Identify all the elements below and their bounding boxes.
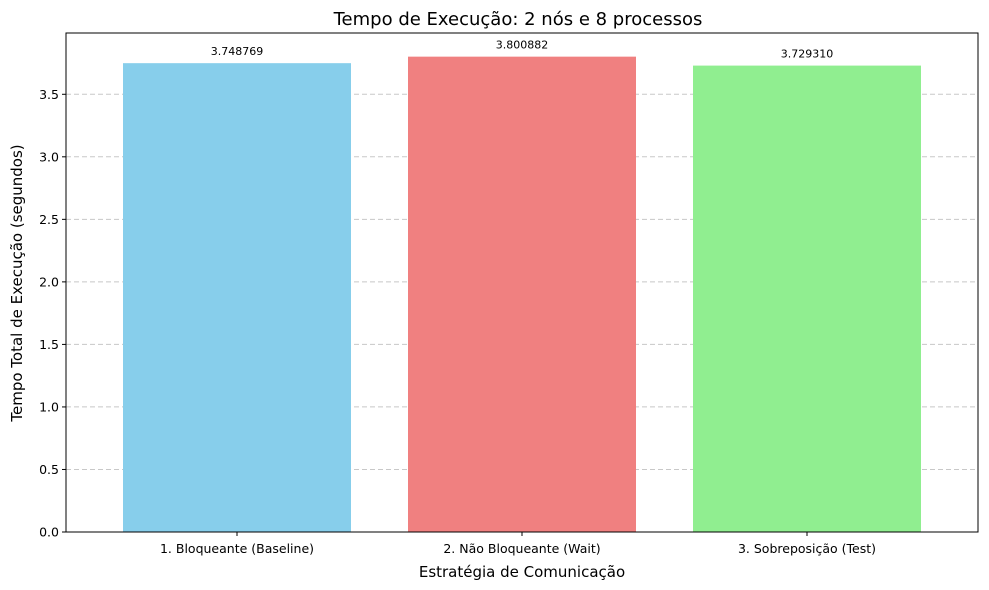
x-tick-label: 1. Bloqueante (Baseline): [160, 541, 314, 556]
bar: [123, 63, 351, 532]
x-axis-ticks: 1. Bloqueante (Baseline) 2. Não Bloqueant…: [160, 532, 876, 556]
x-axis-label: Estratégia de Comunicação: [419, 563, 625, 581]
y-tick-label: 3.5: [39, 87, 59, 102]
y-tick-label: 1.5: [39, 337, 59, 352]
y-tick-label: 0.0: [39, 525, 59, 540]
y-tick-label: 2.5: [39, 212, 59, 227]
bars: [123, 56, 921, 532]
y-axis-label: Tempo Total de Execução (segundos): [8, 144, 26, 422]
bar: [693, 65, 921, 532]
bar: [408, 56, 636, 532]
y-tick-label: 3.0: [39, 149, 59, 164]
y-axis-ticks: 0.0 0.5 1.0 1.5 2.0 2.5 3.0 3.5: [39, 87, 66, 540]
data-labels: 3.748769 3.800882 3.729310: [211, 39, 834, 61]
x-tick-label: 3. Sobreposição (Test): [738, 541, 876, 556]
bar-value-label: 3.748769: [211, 45, 264, 58]
x-tick-label: 2. Não Bloqueante (Wait): [443, 541, 600, 556]
bar-value-label: 3.800882: [496, 39, 549, 52]
chart-title: Tempo de Execução: 2 nós e 8 processos: [333, 9, 703, 30]
bar-value-label: 3.729310: [781, 48, 834, 61]
y-tick-label: 1.0: [39, 399, 59, 414]
y-tick-label: 2.0: [39, 274, 59, 289]
y-tick-label: 0.5: [39, 462, 59, 477]
